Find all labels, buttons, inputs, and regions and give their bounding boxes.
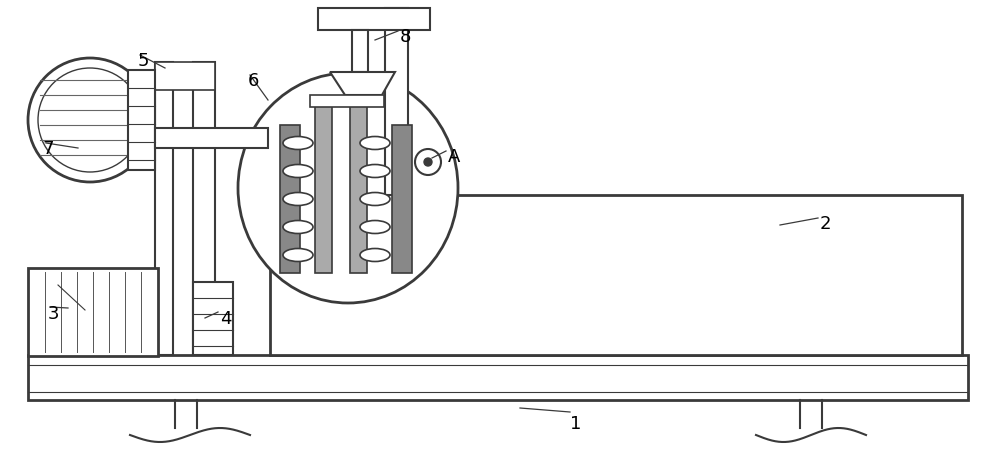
Text: 8: 8 [400,28,411,46]
Ellipse shape [238,73,458,303]
Bar [352,30,368,72]
Text: 2: 2 [820,215,832,233]
Circle shape [28,58,152,182]
Ellipse shape [360,137,390,149]
Text: 5: 5 [138,52,150,70]
Text: 6: 6 [248,72,259,90]
Circle shape [424,158,432,166]
Ellipse shape [283,164,313,177]
Bar [280,125,300,273]
Text: 3: 3 [48,305,60,323]
Bar [318,8,430,30]
Bar [385,8,408,195]
Ellipse shape [360,220,390,234]
Bar [193,62,215,355]
Bar [28,355,968,400]
Bar [128,70,155,170]
Bar [310,95,384,107]
Bar [270,195,962,355]
Ellipse shape [283,192,313,206]
Bar [392,125,412,273]
Bar [155,62,215,90]
Ellipse shape [360,192,390,206]
Circle shape [38,68,142,172]
Ellipse shape [360,164,390,177]
Text: A: A [448,148,460,166]
Text: 1: 1 [570,415,581,433]
Text: 7: 7 [43,140,54,158]
Bar [193,282,233,355]
Ellipse shape [360,248,390,262]
Bar [350,105,367,273]
Bar [155,62,173,355]
Bar [155,128,268,148]
Bar [315,105,332,273]
Ellipse shape [283,137,313,149]
Ellipse shape [283,248,313,262]
Text: 4: 4 [220,310,232,328]
Bar [28,268,158,356]
Ellipse shape [283,220,313,234]
Circle shape [415,149,441,175]
Polygon shape [330,72,395,95]
